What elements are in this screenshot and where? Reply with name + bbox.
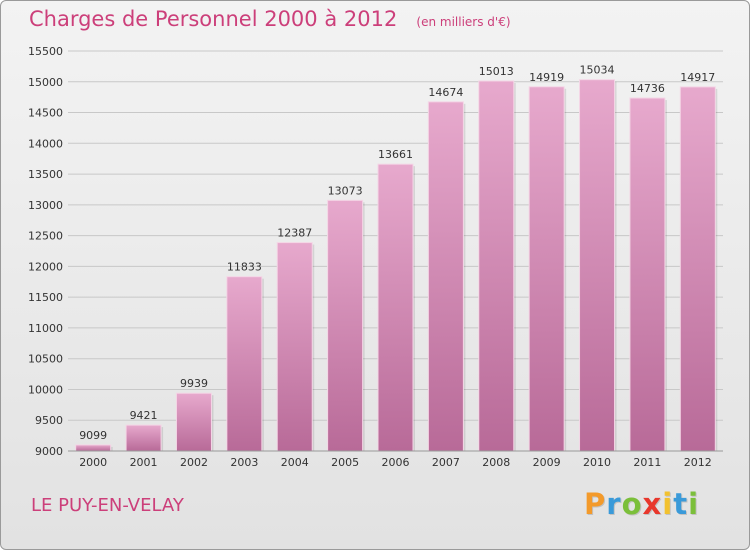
data-label: 14674 (428, 86, 463, 99)
x-tick-label: 2009 (533, 456, 561, 469)
y-tick-label: 11000 (28, 322, 63, 335)
y-tick-label: 9500 (35, 414, 63, 427)
bar (528, 86, 565, 452)
x-tick-label: 2002 (180, 456, 208, 469)
logo-letter: t (673, 487, 689, 521)
data-label: 15013 (479, 65, 514, 78)
data-label: 9939 (180, 377, 208, 390)
y-tick-label: 13500 (28, 168, 63, 181)
bar (679, 86, 716, 452)
x-tick-label: 2000 (79, 456, 107, 469)
bar (579, 79, 616, 452)
x-tick-label: 2003 (230, 456, 258, 469)
bar (175, 392, 212, 452)
data-label: 13661 (378, 148, 413, 161)
data-label: 14917 (680, 71, 715, 84)
y-tick-label: 15500 (28, 45, 63, 58)
bar (125, 424, 162, 452)
bar (75, 444, 112, 452)
x-tick-label: 2005 (331, 456, 359, 469)
bar (629, 97, 666, 452)
bar (226, 276, 263, 452)
data-label: 14919 (529, 71, 564, 84)
data-label: 14736 (630, 82, 665, 95)
x-tick-label: 2010 (583, 456, 611, 469)
x-tick-label: 2008 (482, 456, 510, 469)
proxiti-logo: Proxiti (584, 487, 699, 521)
y-tick-label: 13000 (28, 199, 63, 212)
data-label: 15034 (580, 64, 615, 77)
x-tick-label: 2004 (281, 456, 309, 469)
data-label: 11833 (227, 261, 262, 274)
bar (377, 163, 414, 452)
chart-title: Charges de Personnel 2000 à 2012 (29, 7, 398, 31)
commune-name: LE PUY-EN-VELAY (31, 495, 184, 516)
x-tick-label: 2006 (382, 456, 410, 469)
y-tick-label: 12500 (28, 230, 63, 243)
data-label: 12387 (277, 227, 312, 240)
logo-letter: o (621, 487, 643, 521)
y-tick-label: 15000 (28, 76, 63, 89)
y-tick-label: 14500 (28, 107, 63, 120)
logo-letter: i (688, 487, 700, 521)
x-tick-label: 2011 (633, 456, 661, 469)
y-tick-label: 9000 (35, 445, 63, 458)
data-label: 9099 (79, 429, 107, 442)
bar (478, 80, 515, 452)
y-tick-label: 12000 (28, 260, 63, 273)
data-label: 13073 (328, 184, 363, 197)
x-tick-label: 2001 (130, 456, 158, 469)
logo-letter: P (584, 487, 607, 521)
logo-letter: i (662, 487, 674, 521)
x-tick-label: 2007 (432, 456, 460, 469)
data-label: 9421 (130, 409, 158, 422)
x-tick-label: 2012 (684, 456, 712, 469)
y-tick-label: 11500 (28, 291, 63, 304)
axis-layer: 9000 9500 10000 10500 11000 11500 12000 12500 13… (28, 45, 723, 469)
bar (327, 199, 364, 452)
title-row: Charges de Personnel 2000 à 2012 (en mil… (29, 7, 511, 31)
bar (276, 242, 313, 452)
logo-letter: r (606, 487, 622, 521)
y-tick-label: 10500 (28, 353, 63, 366)
y-tick-label: 10000 (28, 383, 63, 396)
bar (427, 101, 464, 452)
logo-letter: x (642, 487, 663, 521)
bar-layer (75, 79, 718, 452)
chart-unit: (en milliers d'€) (416, 15, 511, 29)
y-tick-label: 14000 (28, 137, 63, 150)
